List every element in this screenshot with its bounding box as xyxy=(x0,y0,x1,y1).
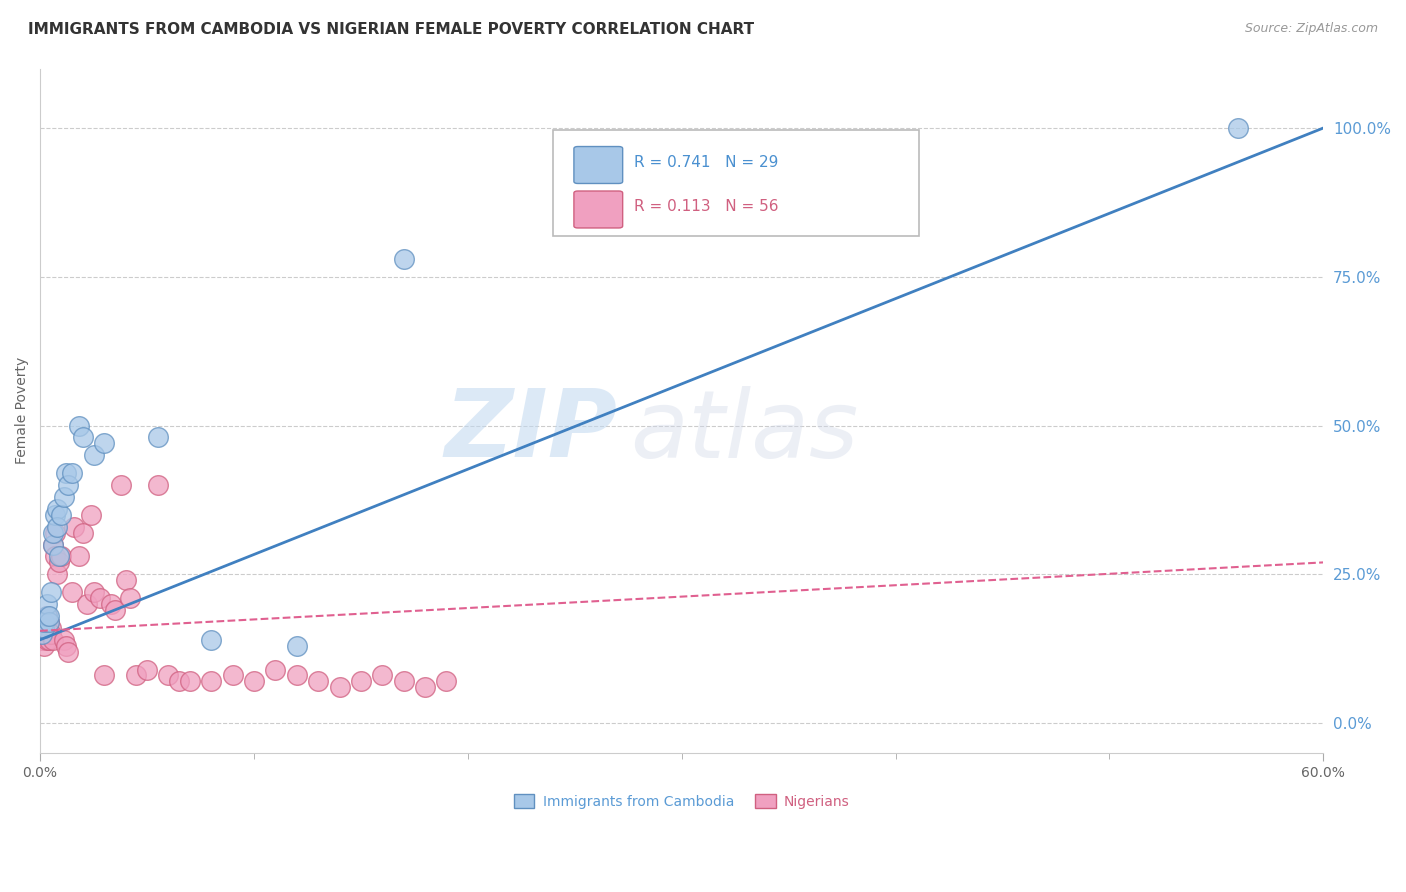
FancyBboxPatch shape xyxy=(574,146,623,184)
Text: R = 0.741   N = 29: R = 0.741 N = 29 xyxy=(634,154,779,169)
Point xyxy=(34,627,56,641)
Point xyxy=(38,609,60,624)
Text: ZIP: ZIP xyxy=(444,385,617,477)
Point xyxy=(100,597,122,611)
Point xyxy=(328,681,350,695)
Point xyxy=(63,519,86,533)
Point xyxy=(46,567,69,582)
Point xyxy=(38,615,60,629)
Point xyxy=(51,508,73,522)
Point xyxy=(80,508,103,522)
Point xyxy=(35,609,58,624)
Point xyxy=(72,430,94,444)
Legend: Immigrants from Cambodia, Nigerians: Immigrants from Cambodia, Nigerians xyxy=(508,789,855,814)
Point xyxy=(146,478,169,492)
Point xyxy=(31,627,53,641)
Point xyxy=(55,639,77,653)
Text: R = 0.113   N = 56: R = 0.113 N = 56 xyxy=(634,199,779,214)
Point xyxy=(413,681,436,695)
Point xyxy=(60,585,83,599)
Point xyxy=(83,585,105,599)
Point xyxy=(436,674,458,689)
Point xyxy=(146,430,169,444)
Point xyxy=(157,668,180,682)
Point xyxy=(200,632,222,647)
Point xyxy=(44,508,66,522)
Point xyxy=(38,615,60,629)
Point xyxy=(1226,121,1249,136)
Point xyxy=(350,674,373,689)
Point xyxy=(110,478,132,492)
Point xyxy=(42,632,65,647)
Point xyxy=(52,632,75,647)
Point xyxy=(35,632,58,647)
Point xyxy=(264,663,287,677)
Point xyxy=(39,627,62,641)
FancyBboxPatch shape xyxy=(554,130,920,236)
Point xyxy=(136,663,159,677)
Point xyxy=(46,501,69,516)
Point xyxy=(820,180,842,194)
Point xyxy=(118,591,141,606)
Point xyxy=(93,436,115,450)
Point xyxy=(51,549,73,564)
Point xyxy=(38,627,60,641)
Point xyxy=(34,615,56,629)
Point xyxy=(67,549,90,564)
Point xyxy=(39,621,62,635)
Point xyxy=(167,674,190,689)
Point xyxy=(83,448,105,462)
Point xyxy=(285,639,308,653)
Point xyxy=(52,490,75,504)
Point xyxy=(221,668,243,682)
Point xyxy=(125,668,148,682)
Point xyxy=(56,645,79,659)
Point xyxy=(31,621,53,635)
Point xyxy=(371,668,394,682)
Point xyxy=(56,478,79,492)
Text: IMMIGRANTS FROM CAMBODIA VS NIGERIAN FEMALE POVERTY CORRELATION CHART: IMMIGRANTS FROM CAMBODIA VS NIGERIAN FEM… xyxy=(28,22,754,37)
Point xyxy=(200,674,222,689)
Point xyxy=(46,519,69,533)
Point xyxy=(307,674,329,689)
Point xyxy=(392,252,415,266)
Point xyxy=(48,549,70,564)
Point xyxy=(60,466,83,480)
Point xyxy=(72,525,94,540)
Point xyxy=(35,597,58,611)
Point xyxy=(104,603,127,617)
Point xyxy=(89,591,111,606)
Point xyxy=(55,466,77,480)
Y-axis label: Female Poverty: Female Poverty xyxy=(15,357,30,465)
Point xyxy=(34,621,56,635)
Point xyxy=(39,585,62,599)
Point xyxy=(114,574,136,588)
Point xyxy=(243,674,266,689)
Point xyxy=(76,597,98,611)
Point xyxy=(35,621,58,635)
Point xyxy=(179,674,201,689)
Point xyxy=(285,668,308,682)
Text: atlas: atlas xyxy=(630,385,859,476)
Point xyxy=(42,537,65,551)
Point xyxy=(44,549,66,564)
Point xyxy=(31,627,53,641)
Text: Source: ZipAtlas.com: Source: ZipAtlas.com xyxy=(1244,22,1378,36)
Point xyxy=(34,639,56,653)
Point xyxy=(38,632,60,647)
FancyBboxPatch shape xyxy=(574,191,623,228)
Point xyxy=(67,418,90,433)
Point xyxy=(93,668,115,682)
Point xyxy=(34,615,56,629)
Point xyxy=(42,525,65,540)
Point xyxy=(42,537,65,551)
Point xyxy=(392,674,415,689)
Point xyxy=(48,556,70,570)
Point xyxy=(44,525,66,540)
Point xyxy=(31,632,53,647)
Point xyxy=(35,609,58,624)
